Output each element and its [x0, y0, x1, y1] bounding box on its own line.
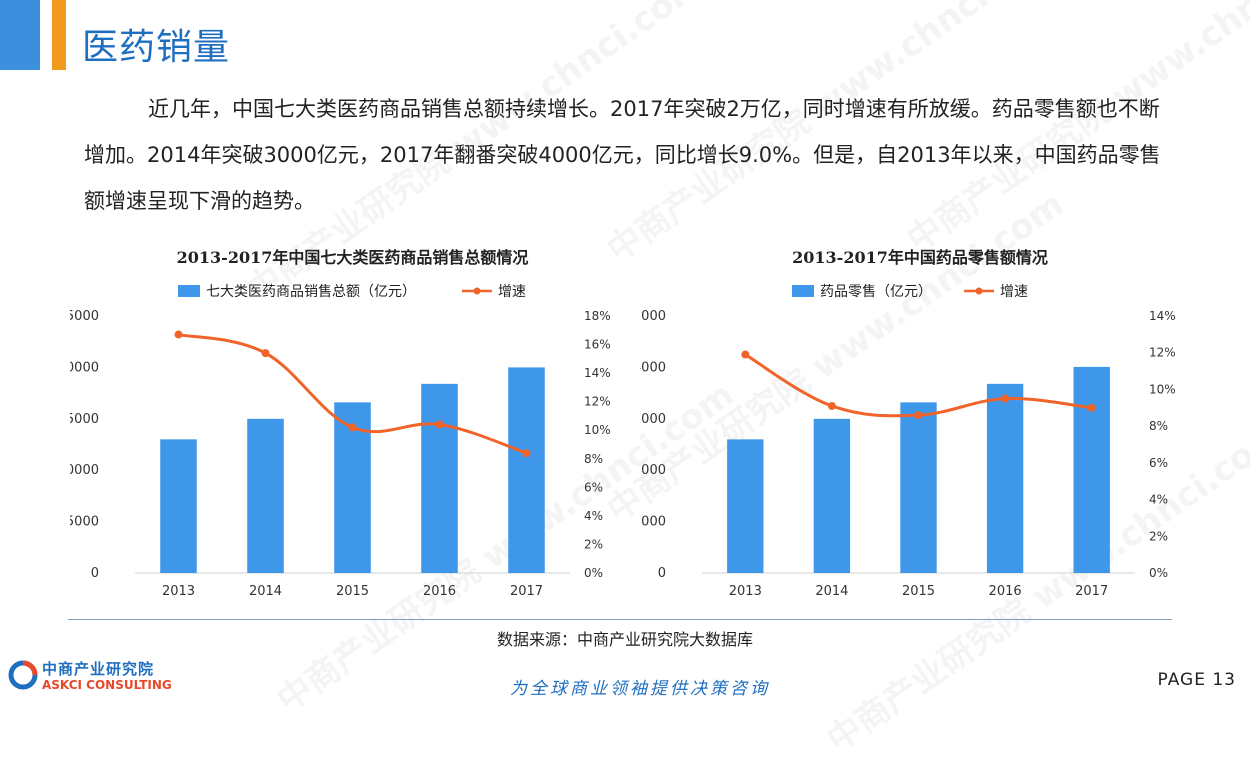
y-right-tick-label: 2% — [1149, 529, 1168, 543]
y-right-tick-label: 10% — [584, 423, 611, 437]
chart-svg: 药品零售（亿元） 增速 0 1000 2000 3000 4000 5000 0% 2% 4% 6% 8… — [640, 284, 1176, 599]
logo-mark-icon — [8, 660, 38, 690]
legend-marker — [975, 287, 983, 295]
y-right-tick-label: 12% — [584, 395, 611, 409]
intro-paragraph: 近几年，中国七大类医药商品销售总额持续增长。2017年突破2万亿，同时增速有所放… — [84, 97, 1161, 213]
growth-point — [741, 350, 750, 359]
bar — [727, 439, 764, 573]
title-accent-blue — [0, 0, 40, 70]
y-right-tick-label: 16% — [584, 338, 611, 352]
y-right-tick-label: 4% — [1149, 493, 1168, 507]
chart-title: 2013-2017年中国药品零售额情况 — [792, 248, 1048, 267]
legend-label: 增速 — [498, 284, 526, 300]
chart-title: 2013-2017年中国七大类医药商品销售总额情况 — [176, 248, 529, 267]
logo-text-cn: 中商产业研究院 — [42, 660, 155, 678]
growth-point — [348, 423, 357, 432]
y-left-tick-label: 0 — [91, 566, 99, 581]
y-left-tick-label: 5000 — [70, 515, 99, 530]
y-left-tick-label: 20000 — [70, 360, 99, 375]
x-tick-label: 2017 — [510, 584, 543, 599]
legend-bar-swatch — [178, 285, 200, 297]
x-tick-label: 2014 — [815, 584, 848, 599]
chart-retail-sales: 2013-2017年中国药品零售额情况 药品零售（亿元） 增速 0 1000 2000 3… — [640, 236, 1200, 616]
growth-point — [827, 401, 836, 410]
y-right-tick-label: 0% — [1149, 566, 1168, 580]
bar — [421, 383, 458, 573]
y-left-tick-label: 15000 — [70, 412, 99, 427]
logo-text-en: ASKCI CONSULTING — [42, 678, 172, 692]
chart-svg: 七大类医药商品销售总额（亿元） 增速 0 5000 10000 15000 20000 250… — [70, 284, 611, 599]
growth-point — [1087, 403, 1096, 412]
y-right-tick-label: 12% — [1149, 346, 1176, 360]
y-left-tick-label: 0 — [658, 566, 666, 581]
bar — [900, 402, 937, 573]
bar — [986, 383, 1024, 573]
legend-label: 七大类医药商品销售总额（亿元） — [206, 284, 416, 300]
x-tick-label: 2013 — [729, 584, 762, 599]
growth-point — [435, 420, 444, 429]
y-right-tick-label: 10% — [1149, 382, 1176, 396]
growth-point — [1001, 394, 1010, 403]
page-title: 医药销量 — [82, 27, 231, 68]
legend-label: 增速 — [1000, 284, 1028, 300]
growth-point — [261, 349, 270, 358]
divider — [68, 619, 1172, 620]
legend-label: 药品零售（亿元） — [820, 284, 932, 300]
x-tick-label: 2016 — [989, 584, 1022, 599]
y-left-tick-label: 3000 — [640, 412, 666, 427]
x-tick-label: 2014 — [249, 584, 282, 599]
y-right-tick-label: 8% — [584, 452, 603, 466]
data-source: 数据来源：中商产业研究院大数据库 — [496, 630, 753, 649]
y-left-tick-label: 1000 — [640, 515, 666, 530]
legend-bar-swatch — [792, 285, 814, 297]
y-right-tick-label: 6% — [584, 480, 603, 494]
bar — [160, 439, 197, 573]
y-left-tick-label: 10000 — [70, 463, 99, 478]
y-left-tick-label: 2000 — [640, 463, 666, 478]
growth-point — [174, 330, 183, 339]
x-tick-label: 2015 — [336, 584, 369, 599]
y-right-tick-label: 14% — [584, 366, 611, 380]
x-tick-label: 2017 — [1075, 584, 1108, 599]
y-left-tick-label: 5000 — [640, 309, 666, 324]
y-right-tick-label: 4% — [584, 509, 603, 523]
y-right-tick-label: 0% — [584, 566, 603, 580]
growth-point — [522, 449, 531, 458]
footer-slogan: 为全球商业领袖提供决策咨询 — [510, 679, 770, 699]
bar — [1073, 366, 1110, 573]
title-accent-orange — [52, 0, 66, 70]
y-left-tick-label: 25000 — [70, 309, 99, 324]
y-right-tick-label: 14% — [1149, 309, 1176, 323]
legend-marker — [473, 287, 481, 295]
growth-point — [914, 411, 923, 420]
y-right-tick-label: 18% — [584, 309, 611, 323]
y-left-tick-label: 4000 — [640, 360, 666, 375]
company-logo: 中商产业研究院 ASKCI CONSULTING — [8, 658, 188, 698]
x-tick-label: 2016 — [423, 584, 456, 599]
page-number: PAGE 13 — [1157, 670, 1236, 690]
y-right-tick-label: 6% — [1149, 456, 1168, 470]
y-right-tick-label: 8% — [1149, 419, 1168, 433]
chart-total-sales: 2013-2017年中国七大类医药商品销售总额情况 七大类医药商品销售总额（亿元… — [70, 236, 635, 616]
bar — [508, 367, 545, 573]
x-tick-label: 2015 — [902, 584, 935, 599]
x-tick-label: 2013 — [162, 584, 195, 599]
bar — [247, 418, 284, 573]
y-right-tick-label: 2% — [584, 537, 603, 551]
bar — [813, 418, 851, 573]
